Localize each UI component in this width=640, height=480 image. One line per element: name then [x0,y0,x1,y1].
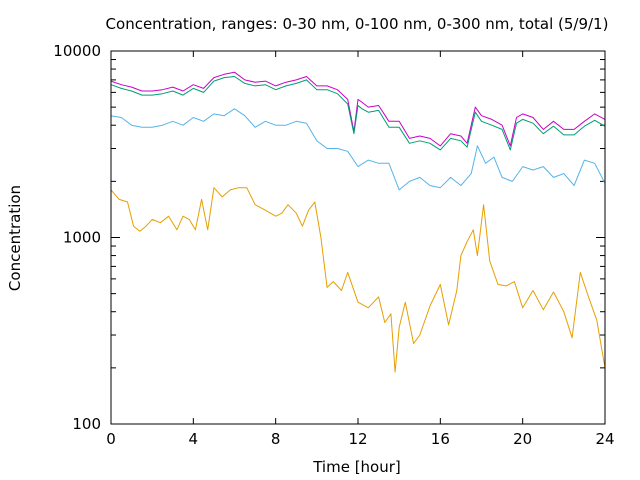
y-tick-label: 1000 [63,229,101,247]
series-line-3 [110,108,606,191]
x-tick-label: 16 [431,430,450,448]
series-line-2 [110,76,606,151]
y-tick-label: 100 [72,415,101,433]
axis-ticks: 0 4 8 12 16 20 24 100 1000 10000 [53,42,614,448]
x-tick-label: 24 [595,430,614,448]
plot-frame [110,50,606,425]
x-tick-label: 4 [189,430,199,448]
x-axis-label: Time [hour] [312,458,401,476]
x-tick-label: 12 [348,430,367,448]
y-axis-label: Concentration [6,185,24,291]
x-tick-label: 8 [271,430,281,448]
x-tick-label: 0 [106,430,116,448]
series-line-4 [110,187,606,373]
y-tick-label: 10000 [53,42,101,60]
x-tick-label: 20 [513,430,532,448]
series-line-1 [110,71,606,147]
series-lines [110,71,606,373]
chart-title: Concentration, ranges: 0-30 nm, 0-100 nm… [106,15,609,33]
